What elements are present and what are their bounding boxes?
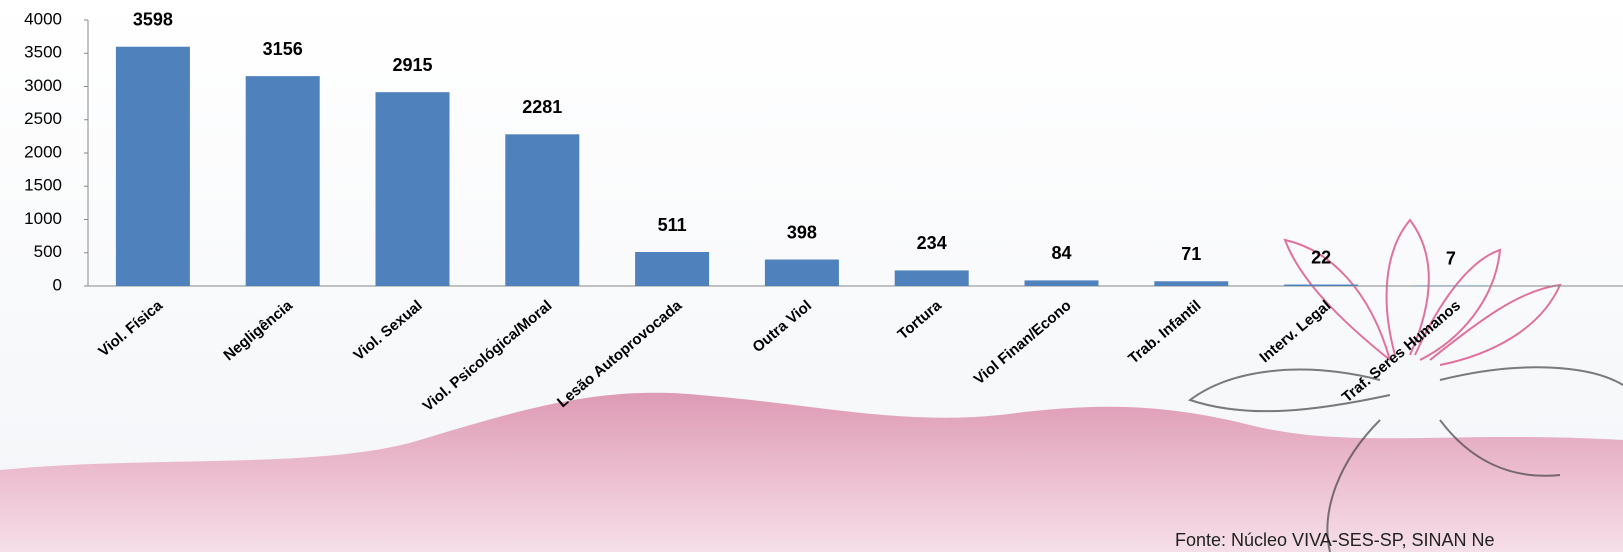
y-tick-label: 2000 (24, 142, 62, 161)
value-label: 234 (917, 233, 947, 253)
bar (635, 252, 710, 286)
y-tick-label: 1000 (24, 209, 62, 228)
bar (894, 270, 969, 286)
value-label: 84 (1051, 243, 1071, 263)
source-note: Fonte: Núcleo VIVA-SES-SP, SINAN Ne (1175, 530, 1494, 550)
y-tick-label: 1500 (24, 176, 62, 195)
y-tick-label: 3500 (24, 43, 62, 62)
y-tick-label: 4000 (24, 9, 62, 28)
value-label: 511 (658, 215, 687, 235)
y-tick-label: 3000 (24, 76, 62, 95)
bar (245, 76, 320, 286)
value-label: 3156 (263, 39, 303, 59)
value-label: 398 (787, 222, 817, 242)
value-label: 2281 (522, 97, 562, 117)
bar (115, 46, 190, 286)
value-label: 7 (1446, 248, 1456, 268)
bar (1154, 281, 1229, 286)
bar (1284, 284, 1359, 286)
bar (505, 134, 580, 286)
lotus (1283, 218, 1562, 366)
lotus-leaves (1187, 366, 1623, 552)
value-label: 22 (1311, 247, 1331, 267)
y-tick-label: 2500 (24, 109, 62, 128)
value-label: 71 (1181, 244, 1201, 264)
bar (1024, 280, 1099, 286)
background-hill (0, 392, 1623, 552)
y-tick-label: 500 (34, 242, 62, 261)
value-label: 2915 (392, 55, 432, 75)
value-label: 3598 (133, 9, 173, 29)
y-tick-label: 0 (53, 275, 62, 294)
bar (375, 92, 450, 286)
bar (764, 259, 839, 286)
